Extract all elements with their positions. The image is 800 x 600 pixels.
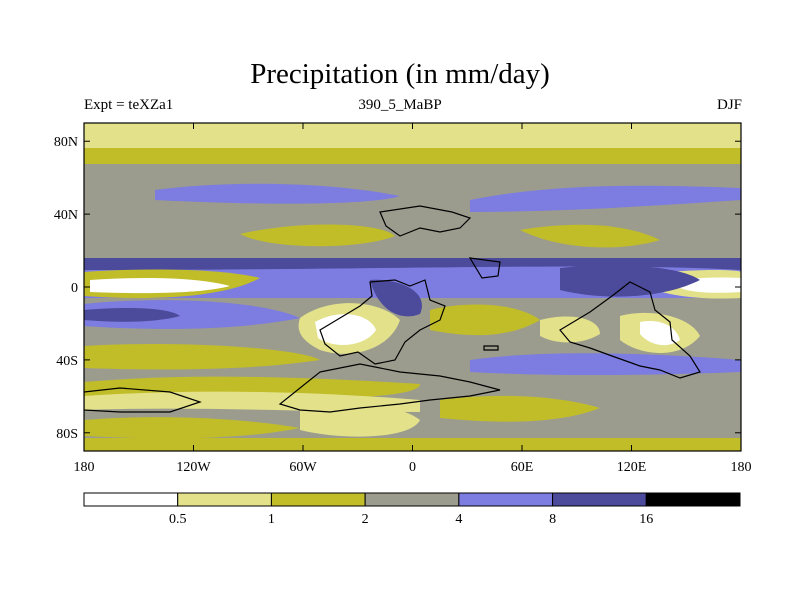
band-antarctic-yellow-2 — [440, 395, 600, 422]
band-wet-dark-east — [560, 265, 700, 297]
coastline-gondwana-east — [559, 281, 701, 379]
colorbar-label: 0.5 — [169, 512, 187, 527]
precipitation-field — [84, 123, 741, 451]
season-label: DJF — [716, 97, 742, 113]
colorbar-label: 8 — [549, 512, 556, 527]
x-axis: 180 120W 60W 0 60E 120E 180 — [74, 123, 752, 475]
x-tick-label: 180 — [731, 460, 752, 475]
colorbar-swatch — [177, 492, 272, 507]
x-tick-label: 60E — [511, 460, 534, 475]
coastline-small-island — [468, 257, 501, 279]
band-storm-track-atlantic — [155, 183, 400, 204]
band-wet-dark-africa — [370, 279, 422, 317]
colorbar: 0.5 1 2 4 8 16 — [83, 492, 741, 527]
coastline-south-landmass — [278, 363, 501, 413]
band-south-indian-blue — [470, 353, 741, 375]
coastlines — [84, 205, 701, 413]
colorbar-swatch — [364, 492, 460, 507]
band-antarctic-yellow — [84, 417, 300, 439]
x-tick-label: 120W — [176, 460, 211, 475]
x-tick-label: 120E — [617, 460, 647, 475]
colorbar-label: 2 — [362, 512, 369, 527]
y-tick-label: 80S — [56, 427, 78, 442]
x-tick-label: 0 — [409, 460, 416, 475]
band-south-yellow — [84, 343, 320, 370]
colorbar-label: 4 — [455, 512, 462, 527]
y-axis: 80N 40N 0 40S 80S — [54, 135, 741, 442]
y-tick-label: 40N — [54, 208, 78, 223]
y-tick-label: 80N — [54, 135, 78, 150]
band-south-blue — [84, 300, 300, 329]
x-tick-label: 60W — [289, 460, 317, 475]
colorbar-label: 1 — [268, 512, 275, 527]
y-tick-label: 0 — [71, 281, 78, 296]
band-dry-south-america-core — [315, 314, 376, 345]
coastline-north-island — [379, 205, 472, 237]
colorbar-swatch — [645, 492, 741, 507]
band-subtropic-yellow-2 — [520, 224, 660, 248]
band-antarctic-light — [300, 402, 420, 437]
chart-title: Precipitation (in mm/day) — [250, 58, 550, 90]
band-africa-light — [540, 316, 600, 343]
colorbar-swatch — [552, 492, 647, 507]
coastline-southwest-landmass — [84, 387, 202, 413]
colorbar-swatch — [458, 492, 554, 507]
experiment-label: Expt = teXZa1 — [84, 97, 174, 113]
band-north-medium — [84, 148, 741, 164]
colorbar-swatch — [270, 492, 366, 507]
coastline-tiny-island — [483, 345, 499, 351]
x-tick-label: 180 — [74, 460, 95, 475]
period-label: 390_5_MaBP — [358, 97, 442, 113]
band-subtropic-yellow — [240, 224, 395, 247]
y-tick-label: 40S — [56, 354, 78, 369]
band-dry-east-pacific-core — [90, 278, 230, 294]
colorbar-swatch — [83, 492, 179, 507]
band-storm-track-pacific — [470, 185, 741, 212]
band-south-dark — [84, 308, 180, 322]
coastline-gondwana-west — [319, 279, 446, 365]
band-south-pole — [84, 438, 741, 451]
colorbar-label: 16 — [639, 512, 653, 527]
band-africa-yellow — [430, 304, 540, 336]
band-itcz-dark-north — [84, 258, 741, 270]
